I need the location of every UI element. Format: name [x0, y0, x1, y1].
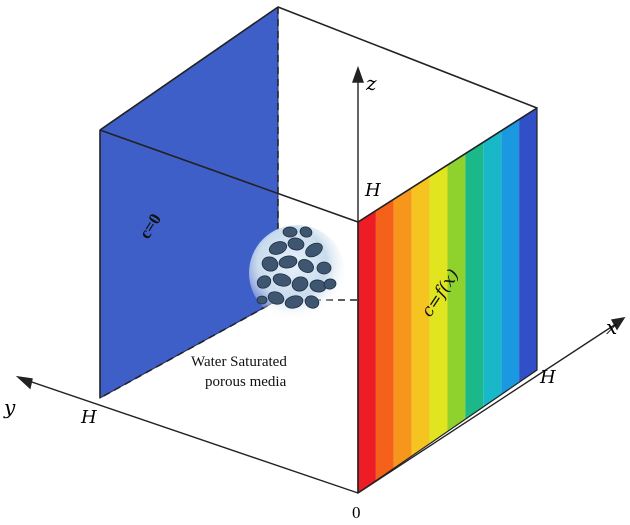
grain [316, 261, 332, 275]
medium-label-line2: porous media [205, 374, 287, 390]
z-axis-label: z [365, 71, 377, 95]
x-height-label: H [539, 367, 556, 388]
porous-media-sphere [249, 225, 345, 321]
grain [284, 295, 304, 309]
z-axis-arrow [352, 65, 364, 83]
grain [298, 259, 314, 273]
cube-edges [99, 6, 538, 493]
y-axis-line [19, 377, 359, 494]
gradient-stripe [501, 119, 520, 395]
gradient-stripe [429, 165, 448, 444]
gradient-stripe [393, 187, 412, 469]
y-axis-label: y [3, 395, 16, 419]
grain [278, 255, 298, 269]
grain [267, 291, 285, 305]
origin-label: 0 [352, 503, 361, 522]
medium-label-line1: Water Saturated [191, 354, 287, 370]
right-face-gradient [358, 108, 537, 493]
grain [291, 276, 309, 292]
x-axis-arrow [610, 317, 626, 331]
y-height-label: H [80, 407, 97, 428]
grain [268, 241, 288, 255]
gradient-stripe [447, 153, 466, 432]
z-height-label: H [364, 180, 381, 201]
x-axis-label: x [606, 315, 617, 339]
grain [299, 226, 313, 238]
gradient-stripe [465, 142, 484, 420]
gradient-stripe [358, 210, 376, 493]
grain [305, 242, 323, 258]
left-face [99, 6, 279, 399]
grain [272, 273, 292, 287]
grain [256, 275, 272, 289]
grain [287, 237, 305, 251]
grain [256, 295, 268, 305]
grain [304, 295, 320, 309]
axes [15, 65, 626, 494]
grain [282, 226, 298, 238]
gradient-stripe [411, 176, 430, 457]
x-axis-line [357, 319, 623, 494]
gradient-stripe [483, 130, 502, 407]
grain [323, 278, 337, 290]
grain [261, 256, 279, 272]
y-axis-arrow [15, 375, 33, 390]
gradient-stripe [375, 199, 394, 481]
gradient-stripe [519, 108, 537, 383]
